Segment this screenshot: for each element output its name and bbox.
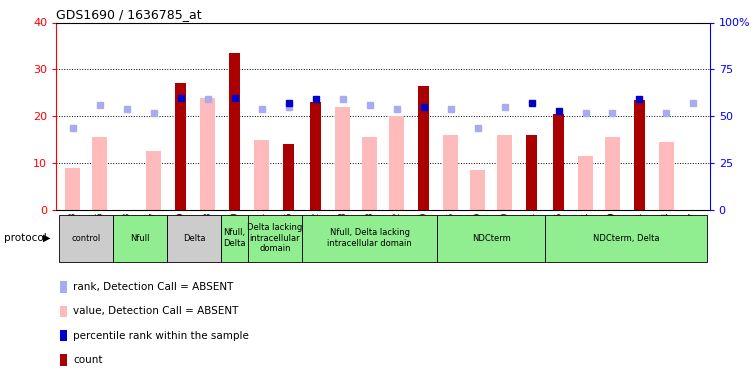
Text: Delta lacking
intracellular
domain: Delta lacking intracellular domain xyxy=(247,223,303,253)
Bar xyxy=(418,86,429,210)
Text: Delta: Delta xyxy=(182,234,205,243)
Text: percentile rank within the sample: percentile rank within the sample xyxy=(73,331,249,340)
Bar xyxy=(443,135,458,210)
Bar xyxy=(605,137,620,210)
Bar xyxy=(578,156,593,210)
Bar xyxy=(248,215,302,261)
Text: Nfull: Nfull xyxy=(130,234,149,243)
Bar xyxy=(221,215,248,261)
Text: NDCterm: NDCterm xyxy=(472,234,511,243)
Text: value, Detection Call = ABSENT: value, Detection Call = ABSENT xyxy=(73,306,238,316)
Bar xyxy=(254,140,269,210)
Bar xyxy=(175,84,186,210)
Text: GDS1690 / 1636785_at: GDS1690 / 1636785_at xyxy=(56,8,202,21)
Text: ▶: ▶ xyxy=(43,233,50,243)
Bar xyxy=(65,168,80,210)
Bar xyxy=(497,135,512,210)
Bar xyxy=(200,98,215,210)
Bar xyxy=(113,215,167,261)
Bar xyxy=(362,137,377,210)
Text: NDCterm, Delta: NDCterm, Delta xyxy=(593,234,659,243)
Bar xyxy=(389,116,404,210)
Bar xyxy=(92,137,107,210)
Text: Nfull,
Delta: Nfull, Delta xyxy=(223,228,246,248)
Bar xyxy=(283,144,294,210)
Bar xyxy=(634,100,645,210)
Bar xyxy=(470,170,485,210)
Bar xyxy=(59,215,113,261)
Text: control: control xyxy=(71,234,101,243)
Bar xyxy=(545,215,707,261)
Bar xyxy=(553,114,564,210)
Text: count: count xyxy=(73,355,102,365)
Text: protocol: protocol xyxy=(4,233,47,243)
Text: rank, Detection Call = ABSENT: rank, Detection Call = ABSENT xyxy=(73,282,234,292)
Bar xyxy=(526,135,537,210)
Bar xyxy=(310,102,321,210)
Bar xyxy=(437,215,545,261)
Bar xyxy=(302,215,437,261)
Bar xyxy=(229,53,240,210)
Bar xyxy=(146,152,161,210)
Bar xyxy=(659,142,674,210)
Text: Nfull, Delta lacking
intracellular domain: Nfull, Delta lacking intracellular domai… xyxy=(327,228,412,248)
Bar xyxy=(167,215,221,261)
Bar xyxy=(335,107,350,210)
